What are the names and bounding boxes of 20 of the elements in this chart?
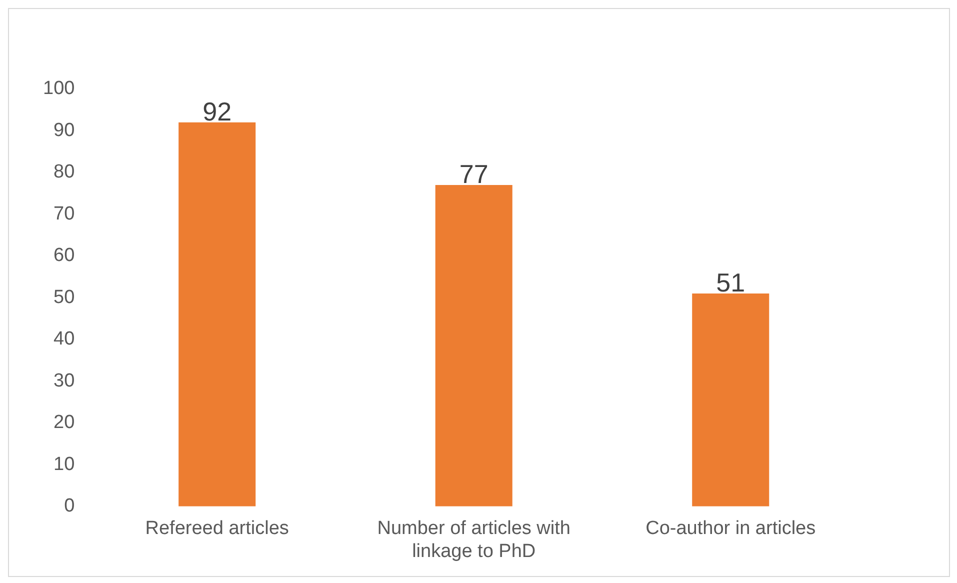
y-tick-label: 40 bbox=[54, 328, 75, 350]
data-label: 51 bbox=[716, 268, 746, 298]
data-label: 77 bbox=[459, 159, 488, 190]
x-tick-label: Refereed articles bbox=[145, 518, 289, 540]
y-tick-label: 50 bbox=[54, 286, 75, 308]
y-tick-label: 20 bbox=[54, 412, 75, 434]
y-tick-label: 100 bbox=[43, 78, 75, 100]
y-tick-label: 30 bbox=[54, 370, 75, 392]
y-tick-label: 10 bbox=[54, 454, 75, 475]
bar bbox=[435, 185, 512, 506]
y-tick-label: 70 bbox=[54, 203, 75, 224]
y-tick-label: 60 bbox=[54, 245, 75, 266]
y-tick-label: 80 bbox=[54, 162, 75, 183]
bar bbox=[178, 122, 256, 506]
bar bbox=[692, 294, 770, 506]
y-tick-label: 0 bbox=[64, 496, 75, 517]
x-tick-label: Co-author in articles bbox=[646, 518, 816, 540]
x-tick-label: Number of articles with linkage to PhD bbox=[377, 518, 570, 562]
y-tick-label: 90 bbox=[54, 120, 75, 141]
data-label: 92 bbox=[202, 96, 232, 127]
